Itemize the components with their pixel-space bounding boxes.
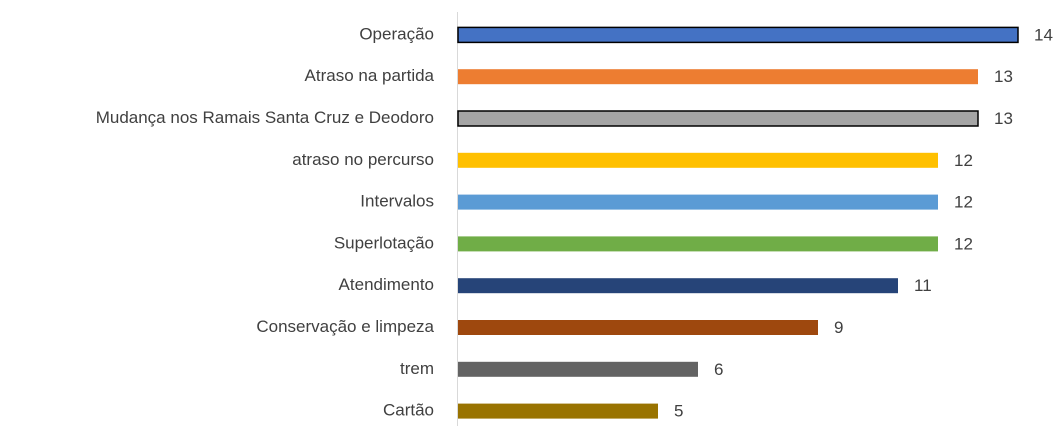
bar	[457, 26, 1019, 44]
bar	[458, 278, 898, 294]
bar	[458, 320, 818, 335]
bar	[458, 403, 658, 419]
y-tick-label: trem	[400, 359, 434, 378]
bar	[458, 236, 938, 252]
y-tick-label: Operação	[359, 24, 434, 43]
y-tick-label: Cartão	[383, 401, 434, 420]
bar	[458, 69, 978, 85]
y-tick-label: Atraso na partida	[305, 66, 435, 85]
y-tick-label: Superlotação	[334, 233, 434, 252]
bar	[457, 110, 979, 127]
value-label: 12	[954, 151, 973, 170]
value-label: 12	[954, 193, 973, 212]
bar	[458, 194, 938, 210]
bar	[458, 361, 698, 377]
y-tick-label: Atendimento	[339, 275, 434, 294]
y-tick-label: Intervalos	[360, 192, 434, 211]
value-label: 14	[1034, 25, 1053, 44]
value-label: 11	[914, 276, 932, 295]
value-label: 6	[714, 360, 723, 379]
y-tick-label: atraso no percurso	[292, 150, 434, 169]
value-label: 13	[994, 109, 1013, 128]
value-label: 5	[674, 402, 683, 421]
y-tick-label: Mudança nos Ramais Santa Cruz e Deodoro	[96, 108, 434, 127]
value-label: 13	[994, 67, 1013, 86]
value-label: 12	[954, 234, 973, 253]
bar	[458, 152, 938, 168]
value-label: 9	[834, 318, 843, 337]
y-tick-label: Conservação e limpeza	[256, 317, 434, 336]
